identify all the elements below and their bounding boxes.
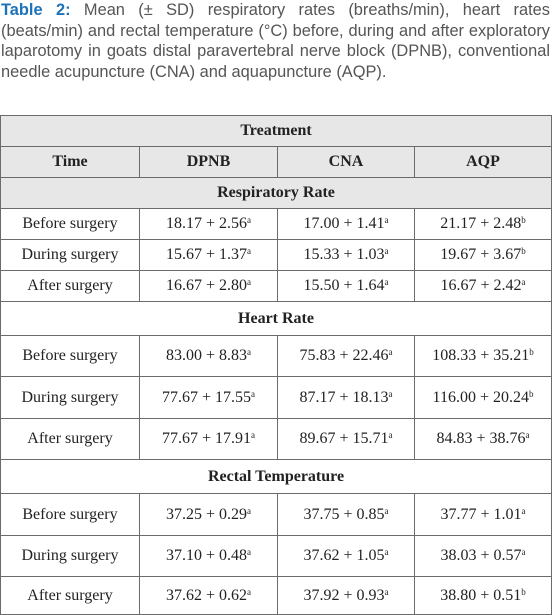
value-cell: 15.67 + 1.37a <box>139 239 278 271</box>
value-cell: 108.33 + 35.21b <box>413 335 552 377</box>
group-header: Treatment <box>0 115 552 147</box>
value-cell: 38.03 + 0.57a <box>413 535 552 577</box>
column-header-dpnb: DPNB <box>139 146 278 178</box>
table-caption: Table 2: Mean (± SD) respiratory rates (… <box>1 0 550 82</box>
value-cell: 37.62 + 1.05a <box>277 535 415 577</box>
value-cell: 84.83 + 38.76a <box>413 418 552 460</box>
value-cell: 19.67 + 3.67b <box>413 239 552 271</box>
value-cell: 87.17 + 18.13a <box>277 376 415 419</box>
section-title: Respiratory Rate <box>0 177 552 209</box>
value-cell: 77.67 + 17.55a <box>139 376 278 419</box>
value-cell: 17.00 + 1.41a <box>277 208 415 240</box>
value-cell: 83.00 + 8.83a <box>139 335 278 377</box>
value-cell: 37.10 + 0.48a <box>139 535 278 577</box>
caption-label: Table 2: <box>1 1 71 19</box>
value-cell: 16.67 + 2.80a <box>139 270 278 302</box>
column-header-time: Time <box>0 146 140 178</box>
table-row: After surgery 37.62 + 0.62a 37.92 + 0.93… <box>0 576 552 615</box>
table-row: Before surgery 37.25 + 0.29a 37.75 + 0.8… <box>0 493 552 536</box>
table-row: During surgery 77.67 + 17.55a 87.17 + 18… <box>0 376 552 419</box>
table-row: Before surgery 83.00 + 8.83a 75.83 + 22.… <box>0 335 552 377</box>
caption-text: Mean (± SD) respiratory rates (breaths/m… <box>1 1 550 81</box>
value-cell: 37.77 + 1.01a <box>413 493 552 536</box>
table-row: During surgery 15.67 + 1.37a 15.33 + 1.0… <box>0 239 552 271</box>
value-cell: 77.67 + 17.91a <box>139 418 278 460</box>
column-header-cna: CNA <box>277 146 415 178</box>
value-cell: 16.67 + 2.42a <box>413 270 552 302</box>
time-cell: Before surgery <box>0 493 140 536</box>
section-title: Heart Rate <box>0 301 552 336</box>
data-table: Treatment Time DPNB CNA AQP Respiratory … <box>0 115 552 615</box>
time-cell: After surgery <box>0 576 140 615</box>
time-cell: Before surgery <box>0 208 140 240</box>
time-cell: Before surgery <box>0 335 140 377</box>
value-cell: 89.67 + 15.71a <box>277 418 415 460</box>
value-cell: 116.00 + 20.24b <box>413 376 552 419</box>
value-cell: 38.80 + 0.51b <box>413 576 552 615</box>
value-cell: 21.17 + 2.48b <box>413 208 552 240</box>
value-cell: 15.50 + 1.64a <box>277 270 415 302</box>
table-row: After surgery 16.67 + 2.80a 15.50 + 1.64… <box>0 270 552 302</box>
time-cell: During surgery <box>0 376 140 419</box>
time-cell: After surgery <box>0 270 140 302</box>
time-cell: During surgery <box>0 239 140 271</box>
table-row: During surgery 37.10 + 0.48a 37.62 + 1.0… <box>0 535 552 577</box>
value-cell: 37.92 + 0.93a <box>277 576 415 615</box>
value-cell: 75.83 + 22.46a <box>277 335 415 377</box>
time-cell: After surgery <box>0 418 140 460</box>
table-row: After surgery 77.67 + 17.91a 89.67 + 15.… <box>0 418 552 460</box>
value-cell: 37.62 + 0.62a <box>139 576 278 615</box>
value-cell: 18.17 + 2.56a <box>139 208 278 240</box>
column-header-aqp: AQP <box>413 146 552 178</box>
value-cell: 15.33 + 1.03a <box>277 239 415 271</box>
value-cell: 37.75 + 0.85a <box>277 493 415 536</box>
section-title: Rectal Temperature <box>0 459 552 494</box>
table-row: Before surgery 18.17 + 2.56a 17.00 + 1.4… <box>0 208 552 240</box>
value-cell: 37.25 + 0.29a <box>139 493 278 536</box>
time-cell: During surgery <box>0 535 140 577</box>
